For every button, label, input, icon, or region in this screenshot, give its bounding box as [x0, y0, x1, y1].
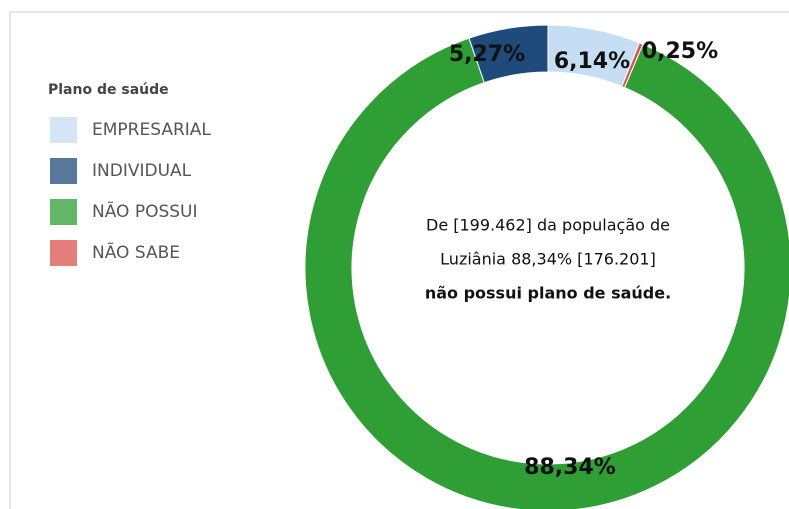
- data-label: 6,14%: [554, 49, 630, 74]
- donut-slice: [304, 37, 789, 509]
- data-label: 5,27%: [449, 42, 525, 67]
- data-label: 0,25%: [642, 39, 718, 64]
- center-text: De [199.462] da população de: [426, 216, 670, 235]
- legend-swatch: [50, 240, 77, 266]
- legend-label: INDIVIDUAL: [92, 161, 192, 181]
- legend-title: Plano de saúde: [48, 82, 169, 98]
- legend-swatch: [50, 199, 77, 225]
- legend-swatch: [50, 158, 77, 184]
- legend-label: NÃO POSSUI: [92, 200, 198, 222]
- center-text: Luziânia 88,34% [176.201]: [440, 250, 656, 269]
- legend-swatch: [50, 117, 77, 143]
- legend-label: NÃO SABE: [92, 241, 180, 263]
- donut-slice: [468, 24, 549, 84]
- center-text: não possui plano de saúde.: [425, 284, 671, 303]
- legend-label: EMPRESARIAL: [92, 120, 211, 140]
- data-label: 88,34%: [524, 455, 616, 480]
